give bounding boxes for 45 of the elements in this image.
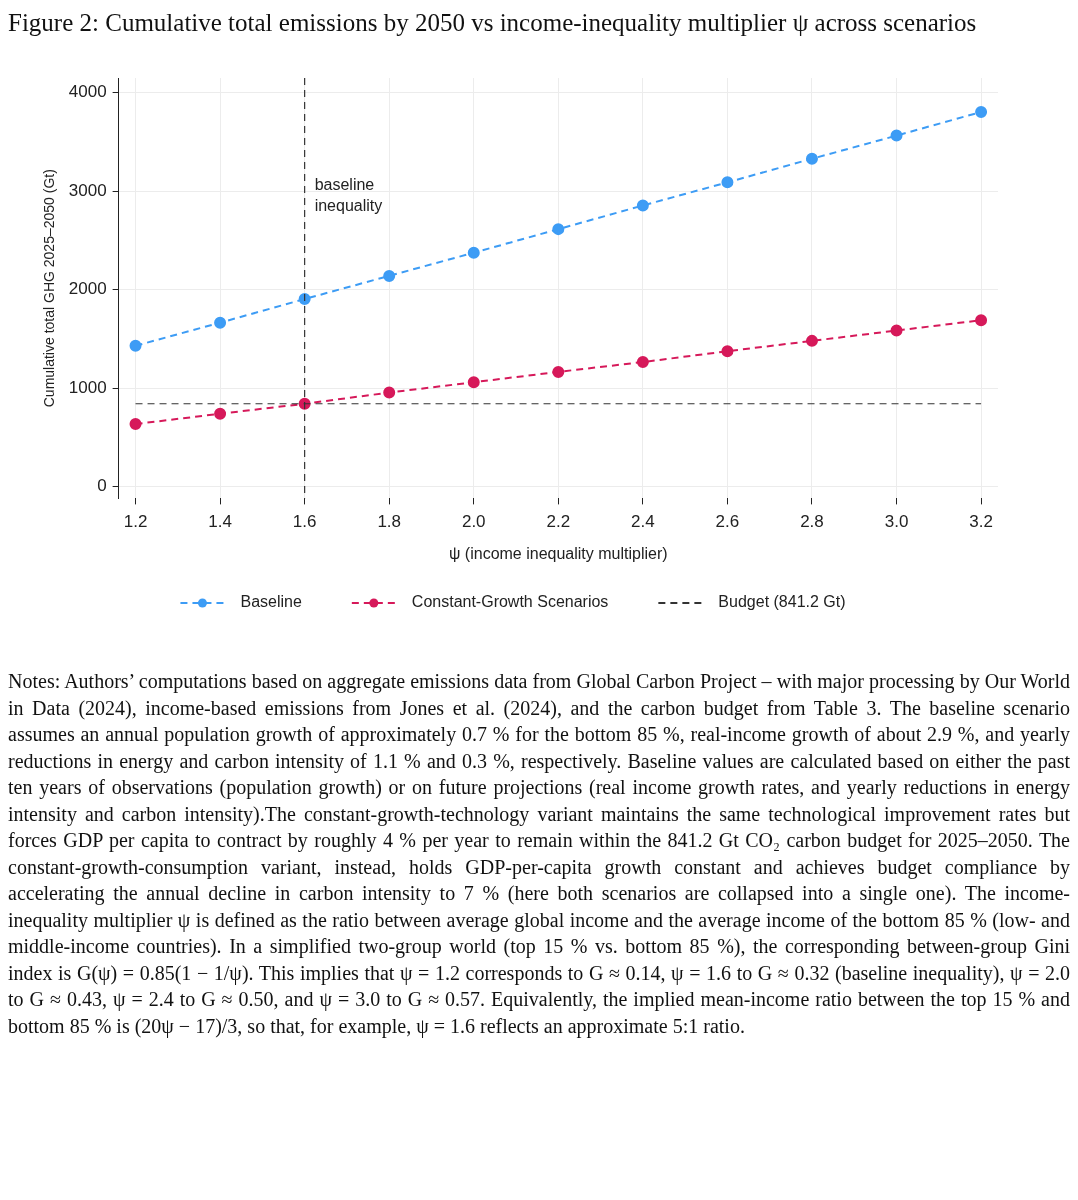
y-tick-label: 0 — [97, 476, 107, 496]
x-axis-title: ψ (income inequality multiplier) — [449, 544, 668, 562]
x-tick-label: 2.8 — [800, 512, 824, 532]
point — [721, 176, 734, 189]
point — [383, 386, 396, 399]
x-tick-label: 1.4 — [208, 512, 232, 532]
point — [552, 365, 565, 378]
x-tick-label: 3.0 — [884, 512, 909, 532]
point — [890, 129, 903, 142]
x-tick-label: 1.8 — [377, 512, 402, 532]
x-tick-label: 1.2 — [123, 512, 148, 532]
y-tick-label: 3000 — [68, 180, 107, 200]
point — [129, 339, 142, 352]
legend-label: Budget (841.2 Gt) — [718, 593, 846, 611]
point — [975, 314, 988, 327]
point — [214, 316, 227, 329]
point — [721, 345, 734, 358]
y-axis-title: Cumulative total GHG 2025–2050 (Gt) — [41, 169, 58, 408]
text: Notes: Authors’ computations based on aggregate emissions data from Global Carbon Project – with major processing by Our World in Data (2024), income-based emissions from Jones et al. (2024), and the carbon budget from Table 3. The baseline scenario assumes an annual population growth of approximately 0.7 % for the bottom 85 %, real-income growth of about 2.9 %, and yearly reductions in energy and carbon intensity of 1.1 % and 0.3 %, respectively. Baseline values are calculated based on either the past ten years of observations (population growth) or on future projections (real income growth rates, and yearly reductions in energy intensity and carbon intensity).The constant-growth-technology variant maintains the same technological improvement rates but forces GDP per capita to contract by roughly 4 % per year to remain within the 841.2 Gt CO₂ carbon budget for 2025–2050. The constant-growth-consumption variant, instead, holds GDP-per-capita growth constant and achieves budget compliance by accelerating the annual decline in carbon intensity to 7 % (here both scenarios are collapsed into a single one). The income-inequality multiplier ψ is defined as the ratio between average global income and the average income of the bottom 85 % (low- and middle-income countries). In a simplified two-group world (top 15 % vs. bottom 85 %), the corresponding between-group Gini index is G(ψ) = 0.85(1 − 1/ψ). This implies that ψ = 1.2 corresponds to G ≈ 0.14, ψ = 1.6 to G ≈ 0.32 (baseline inequality), ψ = 2.0 to G ≈ 0.43, ψ = 2.4 to G ≈ 0.50, and ψ = 3.0 to G ≈ 0.57. Equivalently, the implied mean-income ratio between the top 15 % and bottom 85 % is (20ψ − 17)/3, so that, for example, ψ = 1.6 reflects an approximate 5:1 ratio. — [8, 670, 1070, 1037]
x-tick-label: 2.6 — [715, 512, 740, 532]
chart-title: Figure 2: Cumulative total emissions by 2050 vs income-inequality multiplier ψ across scenarios — [8, 8, 978, 38]
legend-label: Baseline — [240, 593, 302, 611]
point — [214, 407, 227, 420]
point — [975, 105, 988, 118]
y-tick-label: 4000 — [68, 82, 107, 102]
point — [805, 334, 818, 347]
y-tick-label: 1000 — [68, 377, 107, 397]
y-tick-label: 2000 — [68, 279, 107, 299]
point — [298, 293, 311, 306]
point — [636, 356, 649, 369]
x-tick-label: 2.0 — [461, 512, 486, 532]
point — [129, 418, 142, 431]
x-tick-label: 1.6 — [292, 512, 317, 532]
point — [636, 199, 649, 212]
x-tick-label: 2.2 — [546, 512, 571, 532]
point — [552, 223, 565, 236]
ref-line-label: baseline inequality — [314, 176, 383, 215]
x-tick-label: 2.4 — [631, 512, 655, 532]
legend-label: Constant-Growth Scenarios — [411, 593, 609, 611]
point — [890, 324, 903, 337]
point — [383, 269, 396, 282]
point — [805, 152, 818, 165]
point — [467, 376, 480, 389]
x-tick-label: 3.2 — [969, 512, 993, 532]
point — [467, 246, 480, 259]
